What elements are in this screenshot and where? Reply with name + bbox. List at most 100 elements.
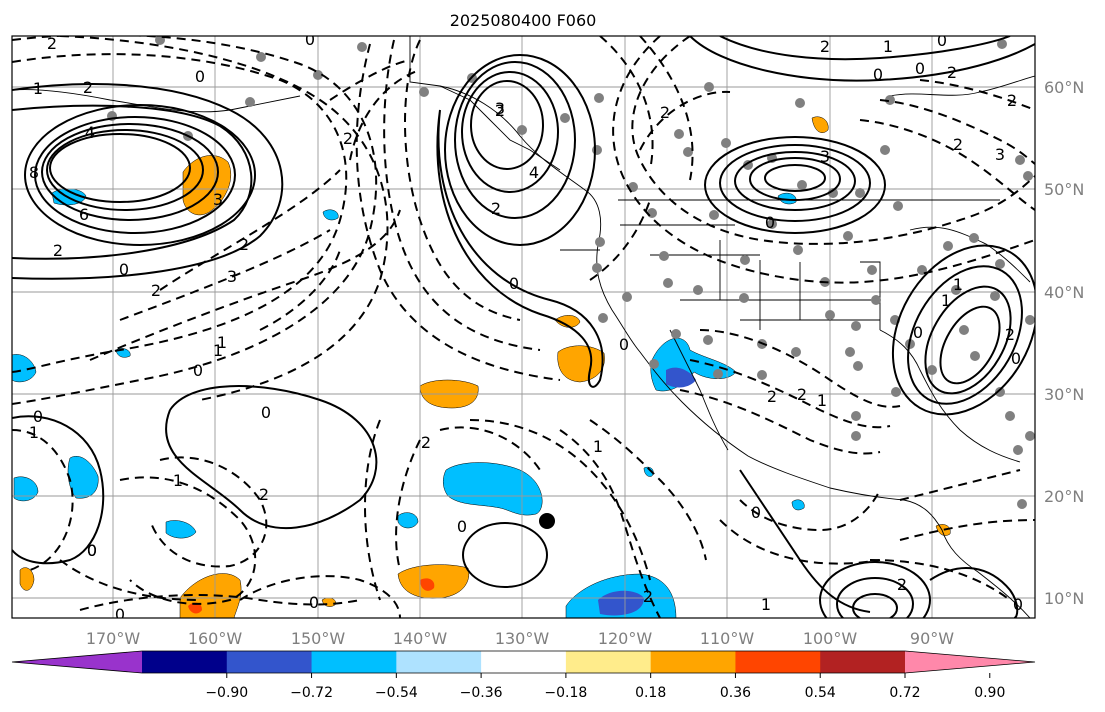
colorbar-extend-max [905,651,1035,673]
colorbar: −0.90 −0.72 −0.54 −0.36 −0.18 0.18 0.36 0.54 0.7… [11,650,1036,701]
contour-label: 0 [87,541,97,560]
contour-label: 1 [29,423,39,442]
contour-label: 0 [87,541,97,560]
contour-label: 1 [593,437,603,456]
lat-tick-label: 30°N [1044,385,1084,404]
contour-label: 2 [953,135,963,154]
contour-label: 2 [53,241,63,260]
shade-negative [165,520,197,539]
contour-label: 0 [873,65,883,84]
colorbar-bin [311,651,397,673]
colorbar-tick-label: −0.90 [205,685,248,701]
lat-tick-label: 50°N [1044,180,1084,199]
contour-label: 2 [897,575,907,594]
contour-label: 0 [195,67,205,86]
contour-label: 2 [343,129,353,148]
lat-tick-label: 10°N [1044,589,1084,608]
shade-negative [67,456,99,499]
contour-label: 2 [151,281,161,300]
shade-positive [554,315,581,328]
contour-label: 0 [457,517,467,536]
lon-tick-label: 120°W [598,629,653,648]
contour-label: 0 [193,361,203,380]
colorbar-tick-label: 0.90 [974,685,1005,701]
contour-label: 0 [1013,595,1023,614]
shade-negative [12,354,37,383]
contour-label: 4 [529,163,539,182]
colorbar-bin [142,651,228,673]
lon-tick-label: 90°W [910,629,954,648]
shade-mid-negative [598,590,644,616]
lon-tick-label: 170°W [86,629,141,648]
contour-label: 0 [509,274,519,293]
contour-label: 1 [761,595,771,614]
contour-label: 0 [913,323,923,342]
shade-negative [13,476,39,502]
dashed-contours [12,36,1035,618]
contour-label: 6 [79,205,89,224]
contour-label: 2 [259,485,269,504]
contour-label: 3 [495,99,505,118]
colorbar-bin [481,651,567,673]
contour-label: 2 [495,101,505,120]
solid-contours [12,36,1035,618]
shade-negative [322,209,339,221]
contour-label: 3 [227,267,237,286]
contour-label: 0 [751,503,761,522]
lon-axis: 170°W 160°W 150°W 140°W 130°W 120°W 110°… [86,629,954,648]
contour-label: 4 [85,123,95,142]
map-frame [11,35,1036,619]
lon-tick-label: 150°W [291,629,346,648]
contour-label: 8 [29,163,39,182]
contour-label: 2 [47,34,57,53]
contour-label: 2 [1007,91,1017,110]
lon-tick-label: 130°W [495,629,550,648]
contour-label: 1 [213,341,223,360]
shade-negative [443,462,543,516]
map-area: 2 2 0 1 4 8 6 2 0 3 2 2 3 2 0 2 0 3 4 2 … [12,31,1035,618]
colorbar-bin [226,651,313,673]
contour-label: 0 [309,593,319,612]
colorbar-tick-label: 0.54 [805,685,836,701]
lat-axis: 60°N 50°N 40°N 30°N 20°N 10°N [1044,78,1084,608]
shade-positive [935,524,951,536]
contour-label: 2 [421,433,431,452]
contour-label: 2 [797,385,807,404]
contour-label: 1 [883,37,893,56]
contour-label: 1 [33,79,43,98]
lat-tick-label: 60°N [1044,78,1084,97]
contour-label: 1 [817,391,827,410]
contour-label: 2 [947,63,957,82]
contour-label: 2 [239,235,249,254]
colorbar-tick-label: 0.36 [720,685,751,701]
contour-labels: 2 2 0 1 4 8 6 2 0 3 2 2 3 2 0 2 0 3 4 2 … [29,31,1023,618]
lat-tick-label: 40°N [1044,283,1084,302]
contour-label: 1 [953,275,963,294]
lon-tick-label: 100°W [803,629,858,648]
shade-positive [19,567,35,591]
contour-label: 2 [660,103,670,122]
contour-label: 0 [937,31,947,50]
contour-label: 2 [767,387,777,406]
colorbar-extend-min [12,651,142,673]
shade-negative [666,367,696,388]
contour-label: 2 [643,587,653,606]
contour-label: 1 [217,333,227,352]
contour-label: 0 [1011,349,1021,368]
contour-label: 0 [765,213,775,232]
colorbar-bin [820,651,906,673]
colorbar-tick-label: 0.72 [889,685,920,701]
shade-negative [777,192,797,205]
colorbar-tick-label: −0.36 [460,685,503,701]
colorbar-tick-label: −0.18 [544,685,587,701]
contour-label: 0 [619,335,629,354]
shade-strong-positive [420,578,435,591]
shade-positive [811,116,829,133]
lon-tick-label: 140°W [393,629,448,648]
colorbar-bin [565,651,652,673]
contour-label: 3 [820,147,830,166]
position-marker [539,513,555,529]
lon-tick-label: 110°W [700,629,755,648]
shade-positive [397,564,470,599]
contour-label: 1 [941,291,951,310]
